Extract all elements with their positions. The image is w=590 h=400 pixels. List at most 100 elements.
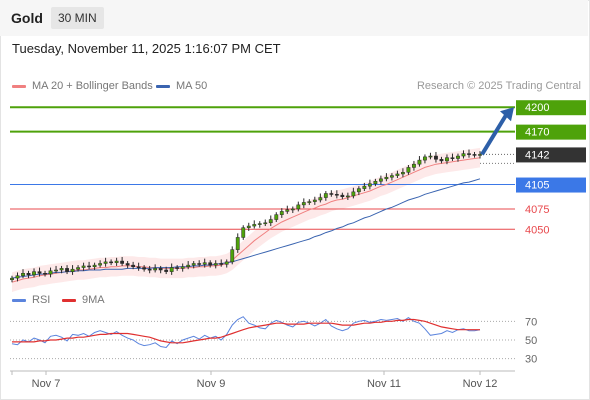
- candle-body: [340, 194, 345, 197]
- candle-body: [334, 194, 339, 196]
- candle-body: [268, 219, 273, 224]
- candle-body: [153, 268, 158, 271]
- candle-body: [461, 153, 466, 157]
- candle-body: [32, 271, 36, 276]
- candle-body: [373, 181, 378, 184]
- candle-body: [329, 193, 334, 195]
- candle-body: [175, 267, 180, 269]
- ma9-swatch: [62, 298, 76, 302]
- candle-body: [43, 273, 47, 275]
- candle-body: [208, 262, 213, 266]
- candle-body: [434, 155, 438, 160]
- level-tag-4200: [516, 100, 586, 116]
- candle-body: [21, 273, 25, 276]
- candle-body: [142, 267, 147, 270]
- candle-body: [125, 263, 130, 266]
- candle-body: [362, 185, 367, 189]
- rsi-label: RSI: [32, 294, 51, 306]
- candle-body: [164, 269, 169, 272]
- legend-ma20: MA 20 + Bollinger Bands: [12, 80, 153, 92]
- candle-body: [274, 214, 279, 220]
- candle-body: [81, 265, 86, 268]
- candle-body: [450, 157, 455, 159]
- research-credit: Research © 2025 Trading Central: [416, 80, 581, 92]
- candle-body: [345, 195, 350, 198]
- rsi-tick-70: 70: [525, 316, 537, 328]
- candle-body: [384, 176, 389, 180]
- candle-body: [285, 209, 290, 212]
- candle-body: [439, 159, 444, 162]
- candle-body: [312, 199, 317, 202]
- ma9-line: [12, 318, 480, 344]
- candle-body: [70, 268, 75, 272]
- candle-body: [59, 268, 64, 271]
- bollinger-band: [12, 147, 480, 292]
- candle-body: [467, 153, 471, 155]
- header-bar: Gold 30 MIN: [0, 0, 588, 36]
- timestamp: Tuesday, November 11, 2025 1:16:07 PM CE…: [12, 41, 281, 56]
- candle-body: [246, 225, 251, 228]
- candle-body: [351, 191, 356, 197]
- rsi-swatch: [12, 298, 26, 302]
- candle-body: [401, 172, 405, 175]
- projection-arrow-shaft: [480, 114, 508, 156]
- candle-body: [406, 167, 411, 173]
- instrument-title: Gold: [11, 10, 43, 26]
- candle-body: [65, 268, 69, 272]
- level-label-4050: 4050: [525, 224, 549, 236]
- candle-body: [456, 155, 460, 159]
- candle-body: [109, 261, 114, 264]
- level-label-4075: 4075: [525, 204, 549, 216]
- candle-body: [120, 260, 125, 264]
- candle-body: [98, 263, 102, 266]
- legend-ma9: 9MA: [62, 294, 105, 306]
- ma20-label: MA 20 + Bollinger Bands: [32, 80, 153, 92]
- candle-body: [48, 270, 53, 275]
- projection-arrow-head: [500, 107, 514, 122]
- x-label-1: Nov 9: [197, 378, 226, 390]
- candle-body: [263, 222, 268, 225]
- rsi-tick-50: 50: [525, 335, 537, 347]
- candle-body: [230, 249, 235, 263]
- candle-body: [15, 275, 20, 279]
- legend-rsi: RSI: [12, 294, 50, 306]
- ma9-label: 9MA: [82, 294, 105, 306]
- candle-body: [395, 173, 400, 176]
- ma50-label: MA 50: [176, 80, 208, 92]
- ma20-line: [11, 157, 481, 283]
- candle-body: [76, 267, 80, 270]
- candle-body: [417, 159, 422, 165]
- candle-body: [136, 266, 141, 268]
- candle-body: [323, 193, 328, 198]
- candle-body: [307, 201, 312, 203]
- legend-ma50: MA 50: [156, 80, 207, 92]
- candle-body: [235, 237, 240, 250]
- candle-body: [131, 264, 136, 267]
- candle-body: [180, 266, 185, 269]
- ma50-line: [11, 178, 481, 279]
- level-label-4170: 4170: [525, 127, 549, 139]
- candle-body: [257, 223, 262, 225]
- candle-body: [114, 260, 119, 263]
- candle-body: [412, 163, 416, 168]
- candle-body: [279, 211, 284, 215]
- candle-body: [252, 224, 257, 227]
- candle-body: [92, 264, 97, 267]
- candle-body: [169, 267, 174, 272]
- candle-body: [378, 178, 383, 182]
- timeframe-badge[interactable]: 30 MIN: [51, 7, 104, 29]
- candle-body: [428, 155, 433, 158]
- candle-body: [26, 273, 31, 276]
- candle-body: [87, 265, 91, 268]
- level-tag-4105: [516, 177, 586, 193]
- candle-body: [445, 157, 449, 162]
- candle-body: [103, 261, 108, 264]
- candle-body: [147, 268, 152, 271]
- candle-body: [202, 262, 207, 265]
- ma50-swatch: [156, 84, 170, 88]
- candle-body: [472, 154, 477, 156]
- candle-body: [241, 227, 246, 238]
- candle-body: [158, 268, 163, 271]
